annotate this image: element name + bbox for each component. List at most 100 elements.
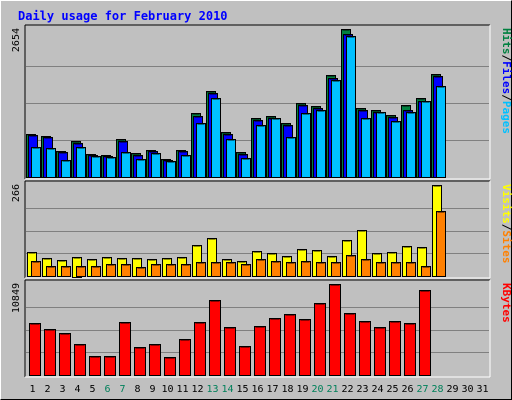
bar-sites-day-1 — [31, 261, 41, 277]
bar-sites-day-9 — [151, 264, 161, 277]
x-tick-label: 10 — [161, 384, 173, 395]
bar-kbytes-day-22 — [344, 313, 356, 376]
bar-sites-day-18 — [286, 262, 296, 277]
bar-pages-day-13 — [211, 98, 221, 178]
max-label-kbytes: 10849 — [11, 283, 22, 313]
bar-pages-day-9 — [151, 153, 161, 178]
bar-pages-day-6 — [106, 157, 116, 178]
bar-pages-day-23 — [361, 118, 371, 178]
bar-kbytes-day-17 — [269, 318, 281, 376]
bar-kbytes-day-20 — [314, 303, 326, 376]
bar-kbytes-day-24 — [374, 327, 386, 376]
bar-kbytes-day-4 — [74, 344, 86, 376]
bar-kbytes-day-11 — [179, 339, 191, 376]
bar-sites-day-15 — [241, 264, 251, 277]
bar-kbytes-day-5 — [89, 356, 101, 376]
bar-sites-day-21 — [331, 262, 341, 277]
bar-pages-day-18 — [286, 137, 296, 178]
x-tick-label: 9 — [149, 384, 155, 395]
x-tick-label: 6 — [104, 384, 110, 395]
bar-pages-day-27 — [421, 101, 431, 178]
x-tick-label: 15 — [236, 384, 248, 395]
bar-pages-day-8 — [136, 159, 146, 178]
bar-kbytes-day-15 — [239, 346, 251, 376]
x-tick-label: 18 — [281, 384, 293, 395]
bar-sites-day-7 — [121, 264, 131, 277]
bar-sites-day-16 — [256, 259, 266, 277]
legend-entry: Hits — [500, 28, 512, 55]
max-label-pages-files-hits: 2654 — [11, 28, 22, 52]
x-tick-label: 13 — [206, 384, 218, 395]
bar-pages-day-3 — [61, 160, 71, 178]
bar-sites-day-4 — [76, 266, 86, 277]
x-tick-label: 16 — [251, 384, 263, 395]
bar-kbytes-day-1 — [29, 323, 41, 376]
bar-kbytes-day-10 — [164, 357, 176, 376]
bar-pages-day-19 — [301, 113, 311, 178]
bar-sites-day-6 — [106, 264, 116, 277]
bar-pages-day-24 — [376, 112, 386, 178]
bar-kbytes-day-8 — [134, 347, 146, 376]
x-tick-label: 4 — [74, 384, 80, 395]
legend-separator: / — [500, 94, 512, 101]
bar-pages-day-10 — [166, 161, 176, 178]
x-tick-label: 30 — [461, 384, 473, 395]
x-tick-label: 28 — [431, 384, 443, 395]
x-tick-label: 23 — [356, 384, 368, 395]
x-tick-label: 21 — [326, 384, 338, 395]
bar-kbytes-day-9 — [149, 344, 161, 376]
x-tick-label: 26 — [401, 384, 413, 395]
legend-visits-sites: Visits/Sites — [500, 184, 512, 264]
bar-sites-day-3 — [61, 266, 71, 277]
bar-pages-day-20 — [316, 110, 326, 178]
x-tick-label: 25 — [386, 384, 398, 395]
bar-sites-day-5 — [91, 266, 101, 277]
bar-kbytes-day-27 — [419, 290, 431, 376]
legend-separator: / — [500, 55, 512, 62]
bar-pages-day-28 — [436, 86, 446, 178]
bar-kbytes-day-14 — [224, 327, 236, 376]
bar-pages-day-22 — [346, 36, 356, 178]
x-tick-label: 7 — [119, 384, 125, 395]
bar-kbytes-day-6 — [104, 356, 116, 376]
bar-sites-day-17 — [271, 261, 281, 277]
bar-sites-day-24 — [376, 262, 386, 277]
bar-kbytes-day-2 — [44, 329, 56, 376]
legend-entry: Files — [500, 61, 512, 94]
bar-kbytes-day-12 — [194, 322, 206, 376]
bar-pages-day-11 — [181, 155, 191, 178]
legend-entry: Pages — [500, 101, 512, 134]
max-label-visits-sites: 266 — [11, 184, 22, 202]
bar-sites-day-25 — [391, 262, 401, 277]
x-axis-labels: 1 2 3 4 5 6 7 8 9 10 11 12 13 14 15 16 17 18 19 20 21 22 23 24 2… — [29, 384, 488, 395]
panel-kbytes: 10849 KBytes — [11, 279, 512, 378]
bar-kbytes-day-18 — [284, 314, 296, 376]
legend-entry: KBytes — [500, 283, 512, 323]
bar-sites-day-20 — [316, 262, 326, 277]
bar-kbytes-day-13 — [209, 300, 221, 376]
bar-pages-day-21 — [331, 80, 341, 178]
bar-kbytes-day-3 — [59, 333, 71, 376]
panel-visits-sites: 266 Visits/Sites — [11, 180, 512, 279]
bar-kbytes-day-16 — [254, 326, 266, 376]
bar-pages-day-12 — [196, 123, 206, 178]
bar-sites-day-19 — [301, 261, 311, 277]
legend-separator: / — [500, 224, 512, 231]
bar-sites-day-14 — [226, 262, 236, 277]
bar-pages-day-26 — [406, 112, 416, 178]
legend-pages-files-hits: Hits/Files/Pages — [500, 28, 512, 134]
x-tick-label: 3 — [59, 384, 65, 395]
bar-kbytes-day-7 — [119, 322, 131, 376]
x-tick-label: 14 — [221, 384, 233, 395]
x-tick-label: 2 — [44, 384, 50, 395]
x-tick-label: 11 — [176, 384, 188, 395]
bar-pages-day-15 — [241, 158, 251, 178]
bar-sites-day-11 — [181, 264, 191, 277]
bar-sites-day-22 — [346, 255, 356, 277]
legend-entry: Sites — [500, 230, 512, 263]
bar-sites-day-10 — [166, 264, 176, 277]
x-tick-label: 24 — [371, 384, 383, 395]
bar-pages-day-17 — [271, 118, 281, 178]
x-tick-label: 29 — [446, 384, 458, 395]
